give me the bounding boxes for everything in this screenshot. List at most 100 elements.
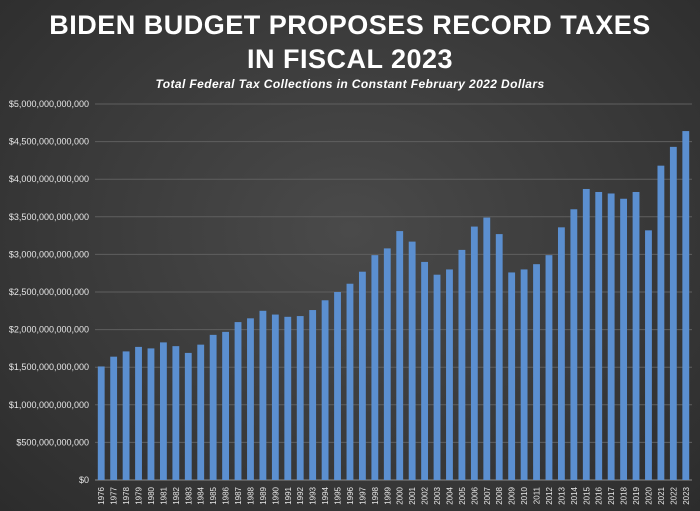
x-tick-label: 1986 bbox=[222, 486, 231, 504]
x-tick-label: 1982 bbox=[172, 486, 181, 504]
x-tick-label: 1994 bbox=[321, 486, 330, 504]
x-tick-label: 2022 bbox=[669, 486, 678, 504]
bar bbox=[607, 193, 615, 480]
bar bbox=[284, 316, 292, 480]
x-tick-label: 1983 bbox=[184, 486, 193, 504]
x-tick-label: 1978 bbox=[122, 486, 131, 504]
x-tick-label: 1992 bbox=[296, 486, 305, 504]
chart-title-line-2: IN FISCAL 2023 bbox=[246, 44, 454, 74]
x-tick-label: 2017 bbox=[607, 486, 616, 504]
bar bbox=[296, 316, 304, 480]
bar bbox=[197, 344, 205, 480]
bar bbox=[595, 191, 603, 480]
x-tick-label: 2000 bbox=[396, 486, 405, 504]
x-tick-label: 1997 bbox=[358, 486, 367, 504]
x-tick-label: 1979 bbox=[135, 486, 144, 504]
bar bbox=[309, 310, 317, 480]
bar bbox=[147, 348, 155, 480]
x-tick-label: 2016 bbox=[595, 486, 604, 504]
bar bbox=[632, 191, 640, 480]
x-tick-label: 2015 bbox=[582, 486, 591, 504]
x-tick-label: 1991 bbox=[284, 486, 293, 504]
bar bbox=[669, 146, 677, 480]
y-tick-label: $2,500,000,000,000 bbox=[9, 287, 89, 297]
chart-title: BIDEN BUDGET PROPOSES RECORD TAXES IN FI… bbox=[0, 8, 700, 76]
bar bbox=[470, 226, 478, 480]
x-tick-label: 1984 bbox=[197, 486, 206, 504]
bar bbox=[97, 366, 105, 480]
bar bbox=[371, 255, 379, 480]
chart-subtitle: Total Federal Tax Collections in Constan… bbox=[155, 77, 545, 91]
x-tick-label: 1995 bbox=[334, 486, 343, 504]
bar bbox=[645, 230, 652, 480]
bar bbox=[122, 351, 130, 480]
bar bbox=[334, 292, 341, 480]
x-tick-label: 2007 bbox=[483, 486, 492, 504]
x-tick-label: 1985 bbox=[209, 486, 218, 504]
x-tick-label: 2010 bbox=[520, 486, 529, 504]
bar bbox=[110, 356, 118, 480]
x-tick-label: 2008 bbox=[495, 486, 504, 504]
x-tick-label: 2018 bbox=[620, 486, 629, 504]
bar bbox=[495, 234, 503, 480]
x-tick-label: 2004 bbox=[445, 486, 454, 504]
y-tick-label: $4,500,000,000,000 bbox=[9, 137, 89, 147]
bar bbox=[446, 269, 453, 480]
x-tick-label: 2021 bbox=[657, 486, 666, 504]
bar bbox=[508, 272, 516, 480]
bar bbox=[421, 261, 429, 480]
bar bbox=[483, 217, 491, 480]
bar bbox=[570, 209, 578, 480]
bar bbox=[458, 249, 466, 480]
bar bbox=[259, 310, 267, 480]
x-tick-label: 1977 bbox=[110, 486, 119, 504]
x-tick-label: 1980 bbox=[147, 486, 156, 504]
bar bbox=[135, 346, 142, 480]
bar bbox=[222, 331, 230, 480]
y-tick-label: $1,500,000,000,000 bbox=[9, 362, 89, 372]
grid-layer bbox=[95, 103, 692, 481]
x-tick-label: 1981 bbox=[159, 486, 168, 504]
y-axis: $0 $500,000,000,000 $1,000,000,000,000 $1,5… bbox=[9, 99, 89, 485]
x-tick-label: 1989 bbox=[259, 486, 268, 504]
x-tick-label: 2019 bbox=[632, 486, 641, 504]
x-tick-label: 1987 bbox=[234, 486, 243, 504]
bar bbox=[582, 188, 590, 480]
y-tick-label: $3,500,000,000,000 bbox=[9, 212, 89, 222]
y-tick-label: $1,000,000,000,000 bbox=[9, 400, 89, 410]
x-tick-label: 2006 bbox=[470, 486, 479, 504]
bar bbox=[247, 318, 254, 480]
y-tick-label: $0 bbox=[79, 475, 89, 485]
x-tick-label: 2009 bbox=[508, 486, 517, 504]
x-tick-label: 1988 bbox=[246, 486, 255, 504]
bar bbox=[657, 165, 665, 480]
x-tick-label: 1999 bbox=[383, 486, 392, 504]
bar bbox=[396, 231, 404, 480]
bar bbox=[159, 342, 167, 480]
x-tick-label: 1996 bbox=[346, 486, 355, 504]
bar bbox=[346, 283, 354, 480]
bar bbox=[433, 274, 441, 480]
bar bbox=[408, 241, 416, 480]
bar bbox=[172, 346, 180, 480]
bar bbox=[209, 334, 217, 480]
bars bbox=[97, 131, 690, 480]
chart-title-line-1: BIDEN BUDGET PROPOSES RECORD TAXES bbox=[49, 10, 651, 40]
x-tick-label: 2002 bbox=[421, 486, 430, 504]
bar bbox=[321, 300, 329, 480]
y-tick-label: $500,000,000,000 bbox=[16, 437, 89, 447]
x-tick-label: 1993 bbox=[309, 486, 318, 504]
bar bbox=[557, 227, 565, 480]
x-tick-label: 2014 bbox=[570, 486, 579, 504]
bar bbox=[520, 269, 528, 480]
x-tick-label: 2012 bbox=[545, 486, 554, 504]
x-tick-label: 2011 bbox=[533, 486, 542, 504]
x-tick-label: 1976 bbox=[97, 486, 106, 504]
x-axis: 1976 1977 1978 1979 1980 1981 1982 1983 1984 1985… bbox=[97, 486, 691, 504]
bar bbox=[271, 314, 279, 480]
bar bbox=[234, 322, 242, 480]
x-tick-label: 2023 bbox=[682, 486, 691, 504]
x-tick-label: 1998 bbox=[371, 486, 380, 504]
bar bbox=[383, 248, 391, 480]
